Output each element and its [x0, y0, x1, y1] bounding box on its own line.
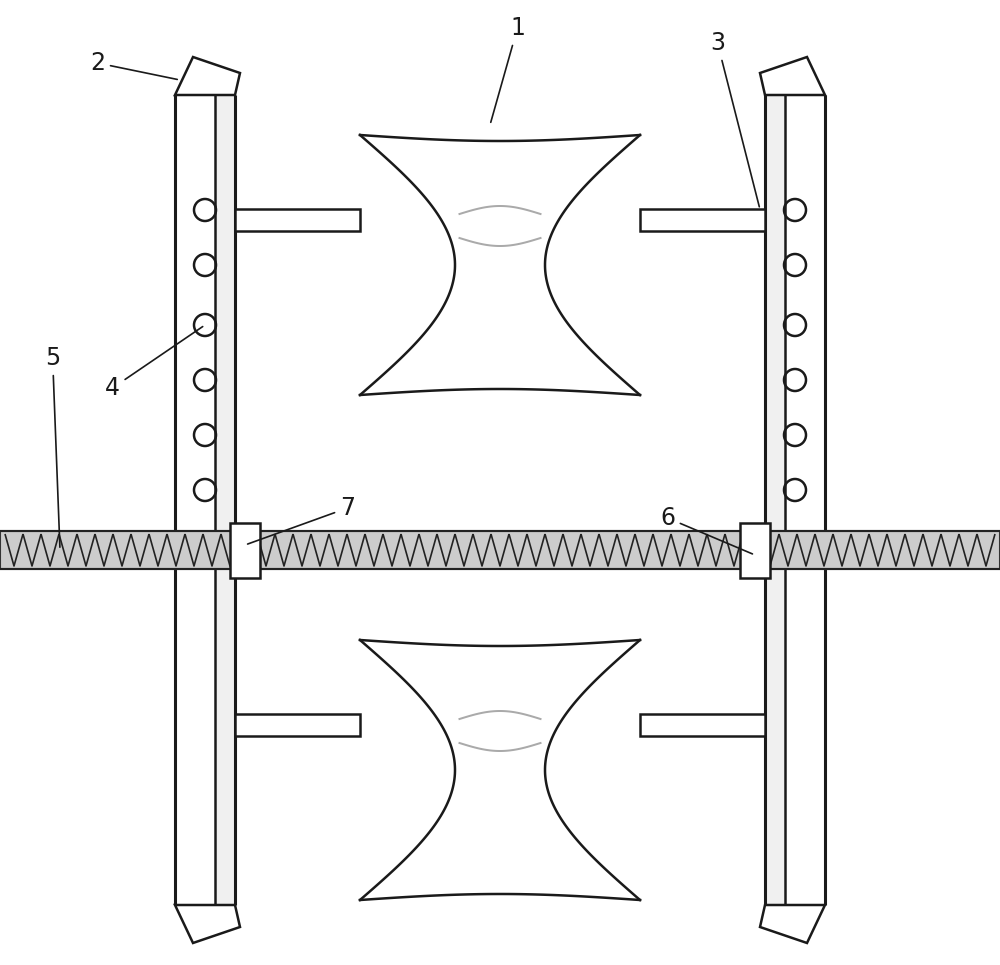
- Polygon shape: [175, 57, 240, 95]
- Bar: [765, 95, 785, 905]
- Text: 4: 4: [105, 326, 203, 400]
- Bar: [235, 208, 360, 231]
- Polygon shape: [760, 57, 825, 95]
- Polygon shape: [360, 640, 640, 900]
- Bar: [640, 713, 765, 735]
- Text: 6: 6: [660, 506, 752, 554]
- Bar: [235, 713, 360, 735]
- Polygon shape: [760, 905, 825, 943]
- Text: 7: 7: [248, 496, 355, 544]
- Bar: [640, 208, 765, 231]
- Text: 1: 1: [491, 16, 525, 123]
- Text: 2: 2: [90, 51, 177, 79]
- Text: 5: 5: [45, 346, 60, 547]
- Polygon shape: [360, 135, 640, 395]
- Text: 3: 3: [710, 31, 759, 207]
- Bar: [215, 95, 235, 905]
- Bar: [230, 522, 260, 577]
- Bar: [0, 531, 1000, 569]
- Bar: [740, 522, 770, 577]
- Polygon shape: [175, 905, 240, 943]
